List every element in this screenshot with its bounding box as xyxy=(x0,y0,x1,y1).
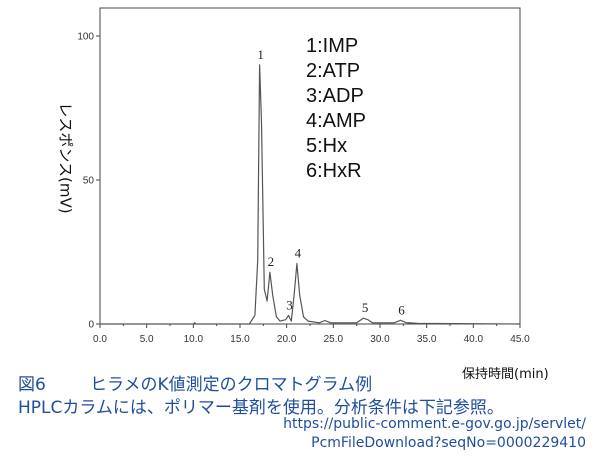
peak-label-6: 6 xyxy=(398,302,405,317)
peak-label-5: 5 xyxy=(362,300,369,315)
legend-entry: 4:AMP xyxy=(306,110,367,132)
x-tick-label: 45.0 xyxy=(510,334,530,345)
x-axis-label: 保持時間(min) xyxy=(462,367,549,382)
y-axis-ticks: 0 50 100 xyxy=(77,32,100,331)
peak-label-2: 2 xyxy=(268,254,275,269)
legend-entry: 6:HxR xyxy=(306,160,362,182)
x-axis-ticks: 0.0 5.0 10.0 15.0 20.0 25.0 30.0 35.0 40.0 45.0 xyxy=(93,324,530,345)
legend-entry: 3:ADP xyxy=(306,85,364,107)
x-tick-label: 40.0 xyxy=(464,334,484,345)
legend-entry: 2:ATP xyxy=(306,60,361,82)
chromatogram-trace xyxy=(100,64,521,325)
x-tick-label: 20.0 xyxy=(277,334,297,345)
x-tick-label: 25.0 xyxy=(324,334,344,345)
legend-entry: 1:IMP xyxy=(306,35,359,57)
figure-number: 図6 xyxy=(18,375,46,395)
x-tick-label: 30.0 xyxy=(370,334,390,345)
caption-title: ヒラメのK値測定のクロマトグラム例 xyxy=(90,375,373,395)
source-url-line-2: PcmFileDownload?seqNo=0000229410 xyxy=(311,435,586,451)
x-tick-label: 0.0 xyxy=(93,334,107,345)
y-tick-label: 100 xyxy=(77,32,94,43)
source-url-line-1: https://public-comment.e-gov.go.jp/servl… xyxy=(283,416,586,432)
y-tick-label: 0 xyxy=(88,320,94,331)
peak-labels: 1 2 3 4 5 6 xyxy=(257,47,405,317)
x-tick-label: 10.0 xyxy=(184,334,204,345)
legend-entry: 5:Hx xyxy=(306,135,348,157)
peak-label-3: 3 xyxy=(286,297,293,312)
x-tick-label: 15.0 xyxy=(230,334,250,345)
peak-label-1: 1 xyxy=(257,47,264,62)
x-tick-label: 35.0 xyxy=(417,334,437,345)
y-axis-label: レスポンス(mV) xyxy=(56,102,75,214)
caption-line-1: 図6 ヒラメのK値測定のクロマトグラム例 xyxy=(18,370,372,395)
x-tick-label: 5.0 xyxy=(140,334,154,345)
caption-line-2: HPLCカラムには、ポリマー基剤を使用。分析条件は下記参照。 xyxy=(18,398,504,418)
y-tick-label: 50 xyxy=(83,176,95,187)
peak-label-4: 4 xyxy=(295,246,302,261)
